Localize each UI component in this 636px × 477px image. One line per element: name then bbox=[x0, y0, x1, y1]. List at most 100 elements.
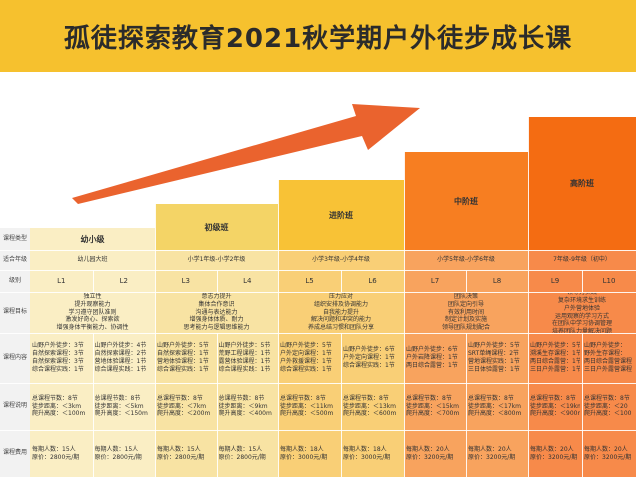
goal-item: 团队定向引导 bbox=[447, 300, 484, 308]
course-notes-line: 总课程节数：8节 bbox=[32, 394, 78, 402]
row-divider bbox=[0, 333, 636, 334]
row-label: 课程费用 bbox=[0, 430, 30, 477]
tier-goals: 意志力提升 集体合作意识 沟通与表达能力 增强身体体质、耐力 思考能力与逻辑思维能力 bbox=[155, 292, 278, 333]
column-divider bbox=[341, 430, 342, 477]
tier-grade: 小学3年级-小学4年级 bbox=[312, 256, 370, 264]
row-label: 课程说明 bbox=[0, 383, 30, 430]
course-notes-line: 总课程节数：8节 bbox=[157, 394, 203, 402]
course-content-line: 自然探索课程：1节 bbox=[157, 350, 209, 358]
course-content-line: 山野户外徒步：6节 bbox=[406, 346, 458, 354]
tier-divider bbox=[278, 117, 279, 477]
course-content-line: 山野户外徒步：5节 bbox=[157, 342, 209, 350]
course-notes-line: 爬升高度：＜150m bbox=[94, 410, 148, 418]
goal-item: 思考能力与逻辑思维能力 bbox=[183, 324, 250, 332]
course-notes-line: 爬升高度：＜600m bbox=[343, 410, 397, 418]
goal-item: 增强身体平衡能力、协调性 bbox=[56, 324, 129, 332]
course-fees-line: 原价：3200元/期 bbox=[468, 453, 516, 461]
course-notes: 总课程节数：8节 徒步距离：＜20 爬升高度：＜100 bbox=[584, 383, 634, 430]
row-label: 适合年级 bbox=[0, 250, 30, 270]
goal-item: 提升观察能力 bbox=[74, 300, 111, 308]
level-label: L2 bbox=[119, 276, 128, 285]
course-fees-line: 每期人数：20人 bbox=[530, 445, 574, 453]
level-label: L6 bbox=[368, 276, 377, 285]
goal-item: 解决问题和冲突的能力 bbox=[310, 316, 371, 324]
course-notes-line: 徒步距离：＜9km bbox=[218, 402, 268, 410]
course-content-line: 户外定向课程：1节 bbox=[343, 354, 395, 362]
row-divider bbox=[0, 250, 636, 251]
column-divider bbox=[216, 270, 218, 292]
course-content-line: 户外定向课程：1节 bbox=[280, 350, 332, 358]
course-fees: 每期人数：15人 原价：2800元/期 bbox=[157, 430, 215, 477]
course-fees: 每期人数：20人 原价：3200元/期 bbox=[406, 430, 464, 477]
row-label: 课程内容 bbox=[0, 333, 30, 383]
course-notes-line: 爬升高度：＜200m bbox=[157, 410, 211, 418]
course-notes-line: 总课程节数：8节 bbox=[468, 394, 514, 402]
tier-grade: 小学1年级-小学2年级 bbox=[187, 256, 246, 264]
course-fees-line: 原价：2800元/期 bbox=[94, 453, 142, 461]
course-content-line: SRT单绳课程：2节 bbox=[468, 350, 520, 358]
title-bar bbox=[0, 0, 636, 72]
course-content-line: 山野户外徒步：6节 bbox=[343, 346, 395, 354]
course-fees-line: 原价：3000元/期 bbox=[280, 453, 328, 461]
course-fees-line: 原价：2800元/期 bbox=[157, 453, 205, 461]
course-notes-line: 爬升高度：＜800m bbox=[468, 410, 522, 418]
column-divider bbox=[92, 383, 94, 430]
course-fees: 每期人数：20人 原价：3200元/期 bbox=[530, 430, 580, 477]
column-divider bbox=[216, 333, 218, 383]
level-label: L1 bbox=[57, 276, 66, 285]
goal-item: 制定计划及实施 bbox=[444, 316, 487, 324]
course-notes-line: 爬升高度：＜900m bbox=[530, 410, 580, 418]
goal-item: 复杂环境求生训练 bbox=[557, 296, 606, 304]
goal-item: 领导力实践 bbox=[566, 292, 597, 297]
goal-item: 激发好奇心、探索欲 bbox=[65, 316, 120, 324]
course-notes: 总课程节数：8节 徒步距离：＜17km 爬升高度：＜800m bbox=[468, 383, 526, 430]
course-notes-line: 徒步距离：＜11km bbox=[280, 402, 333, 410]
row-label: 课程类型 bbox=[0, 228, 30, 250]
course-notes-line: 总课程节数：8节 bbox=[530, 394, 576, 402]
course-content: 山野户外徒步：3节 自然探索课程：3节 自然探索课程：3节 综合课程实践：1节 bbox=[32, 333, 91, 383]
course-content: 山野户外徒步：5节 SRT单绳课程：2节 营地课程实践：1节 三日体验露营：1节 bbox=[468, 333, 526, 383]
course-content-line: 营地体验课程：1节 bbox=[157, 358, 209, 365]
page-title: 孤徒探索教育2021秋学期户外徒步成长课 bbox=[63, 24, 573, 54]
course-fees-line: 原价：2800元/期 bbox=[32, 453, 80, 461]
goal-item: 在团队中学习协调管理 bbox=[551, 320, 612, 328]
course-content-line: 山野户外徒步：5节 bbox=[280, 342, 332, 350]
tier-grade: 幼儿园大班 bbox=[77, 256, 108, 264]
course-notes-line: 爬升高度：＜700m bbox=[406, 410, 460, 418]
course-fees-line: 原价：3200元/期 bbox=[530, 453, 578, 461]
course-content-line: 露营体验课程：1节 bbox=[218, 358, 271, 365]
column-divider bbox=[466, 430, 467, 477]
course-content-line: 三日户外露营课程 bbox=[584, 365, 633, 373]
course-content-line: 综合课程实践：1节 bbox=[94, 365, 147, 373]
course-fees-line: 每期人数：18人 bbox=[280, 445, 324, 453]
tier-divider bbox=[528, 117, 529, 477]
goal-item: 自我能力提升 bbox=[322, 308, 359, 316]
column-divider bbox=[92, 333, 94, 383]
tier-divider bbox=[155, 117, 156, 477]
course-content-line: 两日综合露营：1节 bbox=[406, 361, 458, 369]
column-divider bbox=[216, 383, 218, 430]
course-notes-line: 徒步距离：＜3km bbox=[32, 402, 82, 410]
course-content: 山野户外徒步：5节 户外定向课程：1节 户外救援课程：1节 综合课程实践：1节 bbox=[280, 333, 339, 383]
course-content-line: 户外救援课程：1节 bbox=[280, 358, 332, 365]
course-content-line: 营地课程实践：1节 bbox=[468, 358, 520, 365]
course-notes-line: 徒步距离：＜15km bbox=[406, 402, 459, 410]
course-content-line: 户外岩降课程：1节 bbox=[406, 354, 458, 362]
course-notes: 总课程节数：8节 徒步距离：＜19km 爬升高度：＜900m bbox=[530, 383, 580, 430]
column-divider bbox=[216, 430, 218, 477]
course-content-line: 荒野工程课程：1节 bbox=[218, 350, 271, 358]
course-fees: 每期人数：15人 原价：2800元/期 bbox=[32, 430, 91, 477]
level-label: L4 bbox=[243, 276, 252, 285]
course-fees-line: 每期人数：20人 bbox=[468, 445, 512, 453]
goal-item: 组织安排及协调能力 bbox=[313, 300, 368, 308]
row-divider bbox=[0, 270, 636, 271]
course-notes-line: 徒步距离：＜13km bbox=[343, 402, 396, 410]
row-divider bbox=[0, 292, 636, 293]
tier-grade: 7年级-9年级（初中） bbox=[553, 256, 611, 264]
course-fees-line: 每期人数：18人 bbox=[343, 445, 387, 453]
tier-goals: 团队决策 团队定向引导 有效利用时间 制定计划及实施 领导团队规划配合 bbox=[404, 292, 528, 333]
course-content-line: 山野户外徒步： bbox=[584, 342, 627, 350]
course-content-line: 营地体验课程：1节 bbox=[94, 358, 147, 365]
course-notes: 总课程节数：8节 徒步距离：＜15km 爬升高度：＜700m bbox=[406, 383, 464, 430]
